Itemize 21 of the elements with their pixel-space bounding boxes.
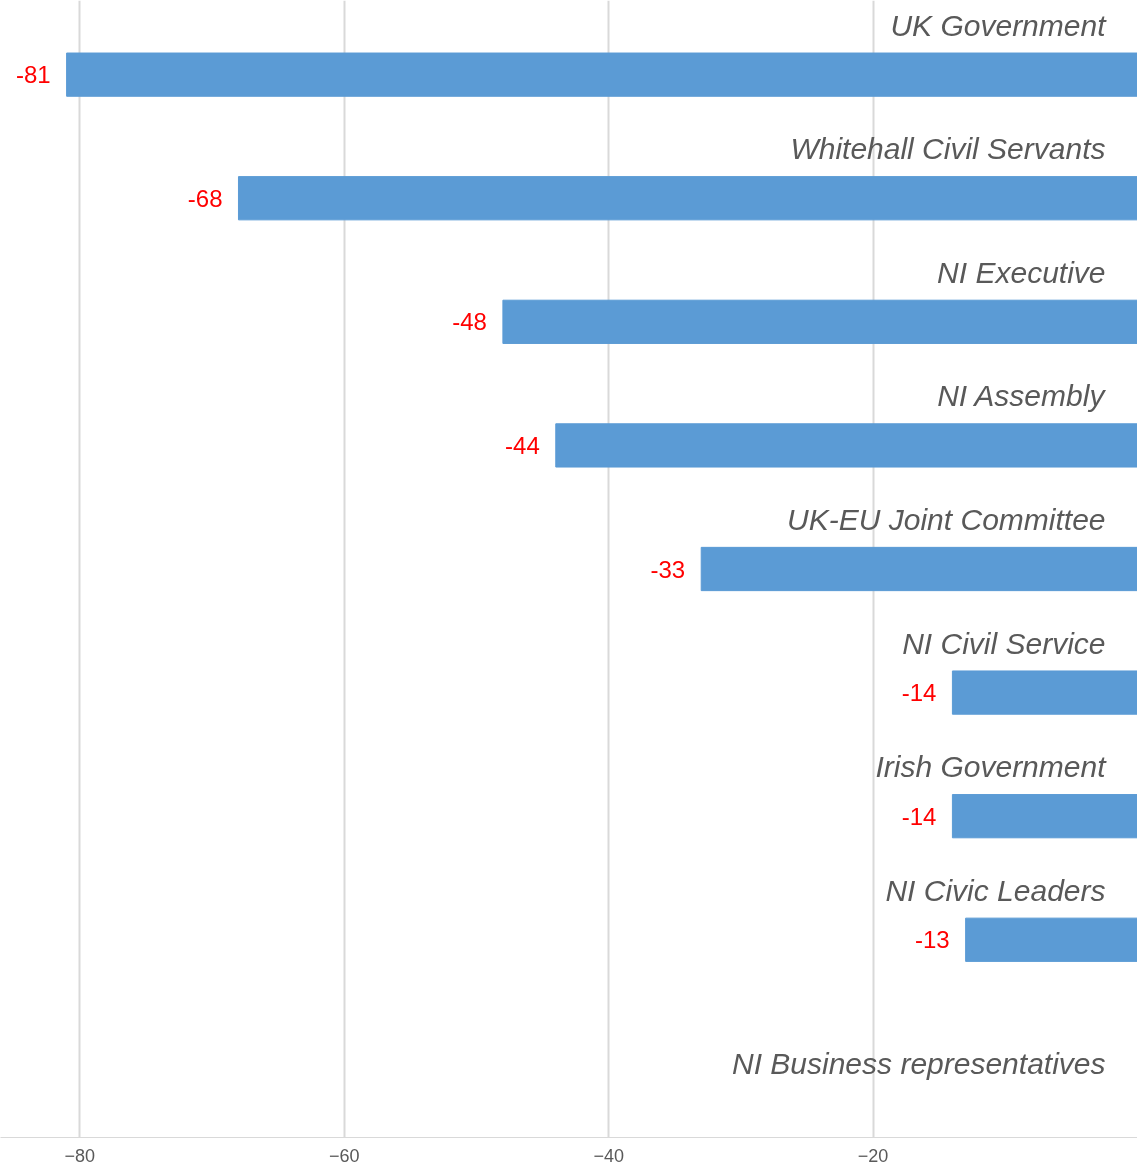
data-label: -33	[650, 555, 686, 583]
data-label: -68	[187, 184, 223, 212]
x-tick-label: −20	[857, 1145, 889, 1164]
data-label: -44	[505, 431, 540, 459]
y-tick-label: UK-EU Joint Committee	[787, 503, 1106, 537]
data-label: -48	[452, 308, 487, 336]
data-label: -14	[901, 679, 937, 707]
y-tick-label: NI Executive	[937, 255, 1106, 289]
y-tick-label: NI Business representatives	[731, 1046, 1106, 1080]
data-label: -14	[901, 802, 937, 830]
x-tick-label: −40	[593, 1145, 624, 1164]
data-label: -13	[914, 926, 950, 954]
y-tick-label: Whitehall Civil Servants	[790, 132, 1106, 166]
x-tick-label: −60	[328, 1145, 360, 1164]
y-tick-label: Irish Government	[875, 750, 1108, 784]
y-tick-label: NI Civil Service	[902, 626, 1106, 660]
data-label: -81	[15, 61, 51, 89]
y-tick-label: NI Assembly	[937, 379, 1107, 413]
y-tick-label: UK Government	[890, 8, 1108, 42]
y-tick-label: NI Civic Leaders	[885, 873, 1106, 907]
x-tick-label: −80	[64, 1145, 96, 1164]
